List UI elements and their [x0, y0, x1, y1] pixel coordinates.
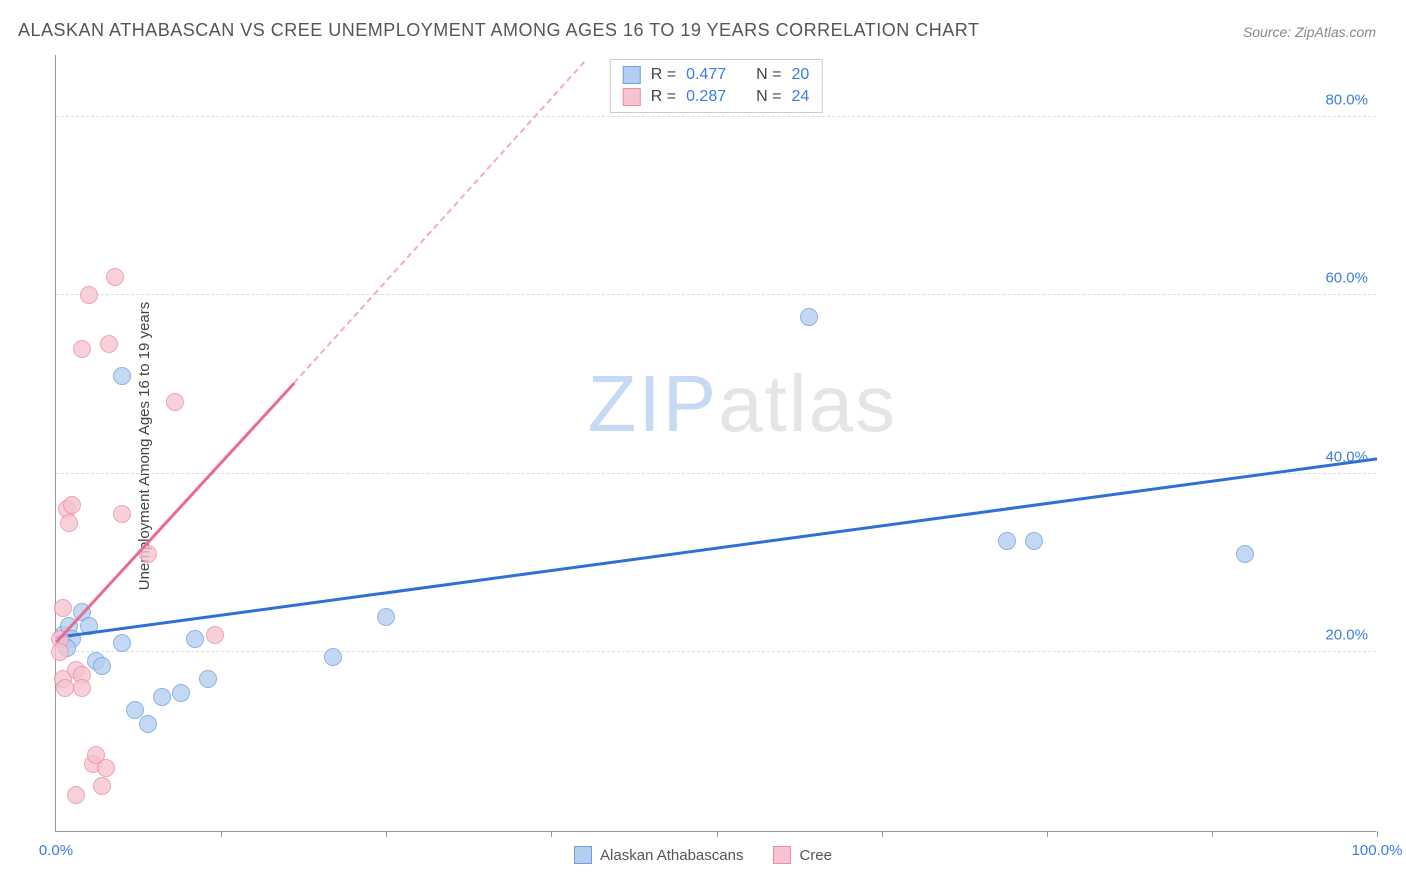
legend-row: R = 0.477 N = 20: [623, 64, 810, 86]
legend-n-label: N =: [756, 88, 781, 106]
series-legend: Alaskan Athabascans Cree: [574, 846, 832, 864]
series-legend-label: Cree: [799, 847, 832, 864]
x-tick-label: 0.0%: [39, 842, 73, 859]
data-point: [93, 657, 111, 675]
data-point: [51, 643, 69, 661]
legend-swatch: [623, 88, 641, 106]
data-point: [67, 786, 85, 804]
legend-r-label: R =: [651, 66, 676, 84]
legend-n-value: 24: [791, 88, 809, 106]
data-point: [54, 599, 72, 617]
data-point: [166, 393, 184, 411]
source-attribution: Source: ZipAtlas.com: [1243, 24, 1376, 40]
series-legend-item: Alaskan Athabascans: [574, 846, 743, 864]
chart-container: ALASKAN ATHABASCAN VS CREE UNEMPLOYMENT …: [0, 0, 1406, 892]
legend-r-label: R =: [651, 88, 676, 106]
data-point: [377, 608, 395, 626]
data-point: [206, 626, 224, 644]
x-tick-label: 100.0%: [1352, 842, 1403, 859]
x-tick-mark: [1047, 831, 1048, 837]
data-point: [113, 505, 131, 523]
data-point: [1025, 532, 1043, 550]
data-point: [139, 715, 157, 733]
y-tick-label: 80.0%: [1325, 91, 1368, 108]
data-point: [73, 340, 91, 358]
data-point: [100, 335, 118, 353]
legend-n-value: 20: [791, 66, 809, 84]
data-point: [97, 759, 115, 777]
x-tick-mark: [717, 831, 718, 837]
data-point: [153, 688, 171, 706]
data-point: [800, 308, 818, 326]
legend-swatch: [773, 846, 791, 864]
data-point: [106, 268, 124, 286]
data-point: [56, 679, 74, 697]
data-point: [80, 286, 98, 304]
legend-swatch: [574, 846, 592, 864]
data-point: [60, 514, 78, 532]
data-point: [63, 496, 81, 514]
legend-row: R = 0.287 N = 24: [623, 86, 810, 108]
y-tick-label: 60.0%: [1325, 270, 1368, 287]
x-tick-mark: [882, 831, 883, 837]
x-tick-mark: [1377, 831, 1378, 837]
legend-swatch: [623, 66, 641, 84]
series-legend-item: Cree: [773, 846, 832, 864]
x-tick-mark: [221, 831, 222, 837]
data-point: [73, 679, 91, 697]
x-tick-mark: [386, 831, 387, 837]
watermark: ZIPatlas: [588, 358, 897, 450]
data-point: [113, 367, 131, 385]
legend-r-value: 0.287: [686, 88, 726, 106]
data-point: [113, 634, 131, 652]
x-tick-mark: [551, 831, 552, 837]
data-point: [324, 648, 342, 666]
correlation-legend: R = 0.477 N = 20 R = 0.287 N = 24: [610, 59, 823, 113]
trend-line: [56, 458, 1377, 639]
legend-n-label: N =: [756, 66, 781, 84]
gridline-h: [56, 651, 1376, 652]
chart-title: ALASKAN ATHABASCAN VS CREE UNEMPLOYMENT …: [18, 20, 979, 41]
data-point: [93, 777, 111, 795]
trend-line-extrapolated: [293, 61, 585, 384]
x-tick-mark: [1212, 831, 1213, 837]
data-point: [1236, 545, 1254, 563]
data-point: [172, 684, 190, 702]
legend-r-value: 0.477: [686, 66, 726, 84]
data-point: [199, 670, 217, 688]
gridline-h: [56, 473, 1376, 474]
series-legend-label: Alaskan Athabascans: [600, 847, 743, 864]
plot-area: ZIPatlas R = 0.477 N = 20 R = 0.287 N = 24 20.0…: [55, 55, 1376, 832]
data-point: [186, 630, 204, 648]
data-point: [998, 532, 1016, 550]
gridline-h: [56, 294, 1376, 295]
y-tick-label: 20.0%: [1325, 627, 1368, 644]
gridline-h: [56, 116, 1376, 117]
trend-line: [55, 382, 295, 643]
